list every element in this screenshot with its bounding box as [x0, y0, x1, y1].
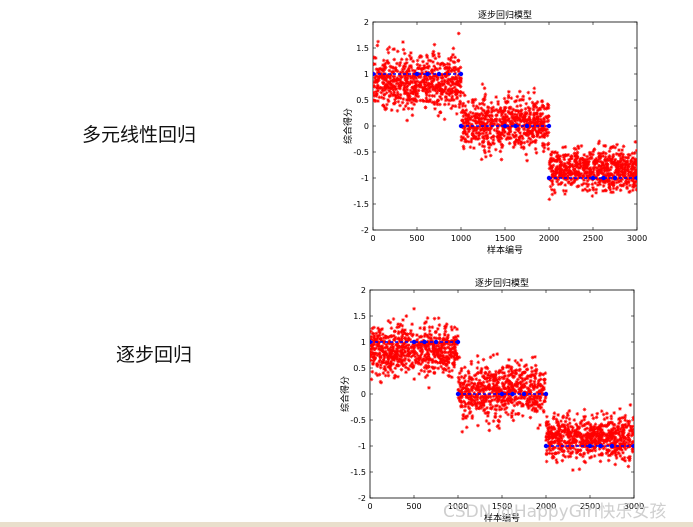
fitted-point — [455, 339, 461, 345]
x-tick-label: 0 — [370, 234, 375, 243]
fitted-point — [513, 123, 518, 129]
fitted-point — [455, 391, 461, 397]
x-tick-label: 2500 — [580, 502, 600, 511]
y-tick-label: -2 — [358, 494, 366, 503]
x-tick-label: 1000 — [448, 502, 468, 511]
x-tick-label: 1000 — [451, 234, 471, 243]
fitted-point — [598, 443, 603, 449]
y-tick-label: -2 — [361, 226, 369, 235]
x-tick-label: 2000 — [539, 234, 559, 243]
observed-points-segment-2 — [459, 82, 551, 163]
watermark: CSDN @HappyGirl快乐女孩 — [443, 502, 667, 522]
fitted-point — [510, 391, 515, 397]
x-tick-label: 3000 — [624, 502, 644, 511]
y-tick-label: -1 — [358, 442, 366, 451]
fitted-point — [436, 71, 442, 77]
fitted-point — [587, 443, 593, 449]
fitted-point — [524, 123, 530, 129]
fitted-point — [543, 443, 549, 449]
fitted-point — [609, 443, 615, 449]
fitted-point — [411, 339, 417, 345]
observed-points-segment-1 — [370, 306, 460, 390]
fitted-point — [433, 339, 439, 345]
fitted-point — [612, 175, 618, 181]
fitted-point — [373, 71, 376, 77]
x-tick-label: 500 — [409, 234, 424, 243]
points-layer — [370, 306, 634, 472]
x-axis-label: 样本编号 — [484, 512, 520, 524]
y-tick-label: 0.5 — [353, 364, 366, 373]
y-tick-label: 1.5 — [353, 312, 366, 321]
observed-points-segment-3 — [547, 139, 637, 202]
y-axis-label: 综合得分 — [342, 108, 354, 144]
points-layer — [373, 31, 637, 202]
section-label-multiple-linear: 多元线性回归 — [82, 124, 197, 146]
observed-points-segment-2 — [456, 352, 548, 434]
y-tick-label: -1 — [361, 174, 369, 183]
fitted-point — [543, 391, 549, 397]
fitted-point — [422, 339, 427, 345]
fitted-point — [601, 175, 606, 181]
x-tick-label: 3000 — [627, 234, 647, 243]
y-tick-label: 0 — [361, 390, 366, 399]
fitted-point — [631, 443, 634, 449]
fitted-point — [425, 71, 430, 77]
y-tick-label: -0.5 — [350, 416, 366, 425]
x-tick-label: 0 — [367, 502, 372, 511]
observed-points-segment-1 — [373, 31, 463, 123]
y-tick-label: 2 — [364, 18, 369, 27]
fitted-point — [502, 123, 508, 129]
y-tick-label: 1.5 — [356, 44, 369, 53]
bottom-strip — [0, 522, 693, 527]
y-tick-label: -1.5 — [353, 200, 369, 209]
fitted-point — [521, 391, 527, 397]
y-tick-label: -0.5 — [353, 148, 369, 157]
fitted-point — [634, 175, 637, 181]
x-tick-label: 2500 — [583, 234, 603, 243]
fitted-point — [458, 123, 464, 129]
y-tick-label: 0 — [364, 122, 369, 131]
section-label-stepwise: 逐步回归 — [116, 344, 193, 366]
x-tick-label: 2000 — [536, 502, 556, 511]
fitted-point — [414, 71, 420, 77]
x-tick-label: 1500 — [492, 502, 512, 511]
fitted-point — [546, 123, 552, 129]
fitted-point — [458, 71, 464, 77]
y-tick-label: 0.5 — [356, 96, 369, 105]
observed-points-segment-3 — [544, 403, 634, 472]
x-tick-label: 500 — [406, 502, 421, 511]
x-axis-label: 样本编号 — [487, 244, 523, 256]
chart-title: 逐步回归模型 — [475, 277, 529, 289]
y-tick-label: -1.5 — [350, 468, 366, 477]
chart-title: 逐步回归模型 — [478, 9, 532, 21]
y-tick-label: 1 — [364, 70, 369, 79]
fitted-point — [499, 391, 505, 397]
y-tick-label: 1 — [361, 338, 366, 347]
fitted-point — [370, 339, 373, 345]
x-tick-label: 1500 — [495, 234, 515, 243]
y-tick-label: 2 — [361, 286, 366, 295]
fitted-point — [546, 175, 552, 181]
y-axis-label: 综合得分 — [339, 376, 351, 412]
fitted-point — [590, 175, 596, 181]
